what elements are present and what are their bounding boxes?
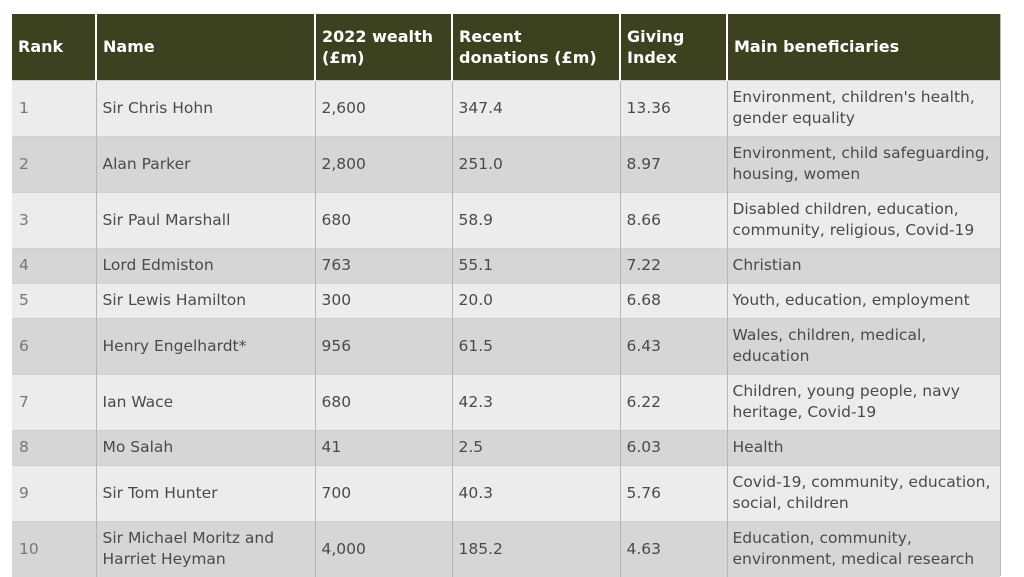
table-row: 9 Sir Tom Hunter 700 40.3 5.76 Covid-19,… bbox=[12, 464, 1000, 521]
header-giving-index: Giving Index bbox=[620, 14, 728, 80]
header-donations-label: Recent donations (£m) bbox=[459, 26, 597, 67]
cell-name: Lord Edmiston bbox=[96, 247, 316, 283]
cell-rank: 3 bbox=[12, 191, 97, 248]
cell-donations: 42.3 bbox=[452, 373, 621, 430]
cell-donations: 2.5 bbox=[452, 429, 621, 465]
cell-name: Ian Wace bbox=[96, 373, 316, 430]
header-name: Name bbox=[96, 14, 316, 80]
cell-name: Mo Salah bbox=[96, 429, 316, 465]
cell-beneficiaries: Disabled children, education, community,… bbox=[727, 191, 1000, 248]
cell-giving-index: 8.97 bbox=[620, 135, 728, 192]
cell-donations: 55.1 bbox=[452, 247, 621, 283]
header-donations: Recent donations (£m) bbox=[452, 14, 621, 80]
table-row: 8 Mo Salah 41 2.5 6.03 Health bbox=[12, 429, 1000, 465]
cell-giving-index: 13.36 bbox=[620, 79, 728, 136]
cell-name: Henry Engelhardt* bbox=[96, 317, 316, 374]
giving-list-table: Rank Name 2022 wealth (£m) Recent donati… bbox=[12, 14, 1000, 577]
cell-beneficiaries: Education, community, environment, medic… bbox=[727, 520, 1000, 577]
table-header-row: Rank Name 2022 wealth (£m) Recent donati… bbox=[12, 14, 1000, 80]
header-giving-index-label: Giving Index bbox=[627, 26, 685, 67]
cell-giving-index: 4.63 bbox=[620, 520, 728, 577]
table-row: 5 Sir Lewis Hamilton 300 20.0 6.68 Youth… bbox=[12, 282, 1000, 318]
cell-wealth: 763 bbox=[315, 247, 453, 283]
table-row: 7 Ian Wace 680 42.3 6.22 Children, young… bbox=[12, 373, 1000, 430]
cell-wealth: 680 bbox=[315, 191, 453, 248]
table-row: 3 Sir Paul Marshall 680 58.9 8.66 Disabl… bbox=[12, 191, 1000, 248]
cell-donations: 40.3 bbox=[452, 464, 621, 521]
cell-giving-index: 8.66 bbox=[620, 191, 728, 248]
cell-name: Sir Michael Moritz and Harriet Heyman bbox=[96, 520, 316, 577]
cell-beneficiaries: Covid-19, community, education, social, … bbox=[727, 464, 1000, 521]
cell-giving-index: 6.22 bbox=[620, 373, 728, 430]
table-row: 10 Sir Michael Moritz and Harriet Heyman… bbox=[12, 520, 1000, 577]
cell-rank: 7 bbox=[12, 373, 97, 430]
cell-name: Sir Tom Hunter bbox=[96, 464, 316, 521]
cell-beneficiaries: Environment, children's health, gender e… bbox=[727, 79, 1000, 136]
giving-list-table-container: Rank Name 2022 wealth (£m) Recent donati… bbox=[12, 14, 1001, 577]
cell-giving-index: 6.43 bbox=[620, 317, 728, 374]
cell-rank: 9 bbox=[12, 464, 97, 521]
cell-donations: 61.5 bbox=[452, 317, 621, 374]
cell-wealth: 700 bbox=[315, 464, 453, 521]
cell-giving-index: 6.03 bbox=[620, 429, 728, 465]
cell-donations: 347.4 bbox=[452, 79, 621, 136]
cell-giving-index: 6.68 bbox=[620, 282, 728, 318]
cell-beneficiaries: Environment, child safeguarding, housing… bbox=[727, 135, 1000, 192]
cell-beneficiaries: Youth, education, employment bbox=[727, 282, 1000, 318]
cell-wealth: 2,600 bbox=[315, 79, 453, 136]
cell-wealth: 300 bbox=[315, 282, 453, 318]
cell-name: Sir Chris Hohn bbox=[96, 79, 316, 136]
header-wealth: 2022 wealth (£m) bbox=[315, 14, 453, 80]
cell-beneficiaries: Health bbox=[727, 429, 1000, 465]
cell-rank: 8 bbox=[12, 429, 97, 465]
cell-beneficiaries: Christian bbox=[727, 247, 1000, 283]
cell-beneficiaries: Wales, children, medical, education bbox=[727, 317, 1000, 374]
cell-beneficiaries: Children, young people, navy heritage, C… bbox=[727, 373, 1000, 430]
cell-donations: 251.0 bbox=[452, 135, 621, 192]
cell-wealth: 956 bbox=[315, 317, 453, 374]
cell-rank: 10 bbox=[12, 520, 97, 577]
cell-donations: 185.2 bbox=[452, 520, 621, 577]
cell-wealth: 2,800 bbox=[315, 135, 453, 192]
cell-rank: 2 bbox=[12, 135, 97, 192]
cell-rank: 6 bbox=[12, 317, 97, 374]
header-beneficiaries: Main beneficiaries bbox=[734, 37, 900, 57]
cell-name: Alan Parker bbox=[96, 135, 316, 192]
cell-wealth: 41 bbox=[315, 429, 453, 465]
cell-rank: 5 bbox=[12, 282, 97, 318]
header-rank: Rank bbox=[12, 14, 97, 80]
cell-giving-index: 5.76 bbox=[620, 464, 728, 521]
cell-wealth: 680 bbox=[315, 373, 453, 430]
table-row: 4 Lord Edmiston 763 55.1 7.22 Christian bbox=[12, 247, 1000, 283]
header-wealth-label: 2022 wealth (£m) bbox=[322, 26, 434, 67]
cell-donations: 58.9 bbox=[452, 191, 621, 248]
table-row: 1 Sir Chris Hohn 2,600 347.4 13.36 Envir… bbox=[12, 79, 1000, 136]
cell-donations: 20.0 bbox=[452, 282, 621, 318]
table-row: 6 Henry Engelhardt* 956 61.5 6.43 Wales,… bbox=[12, 317, 1000, 374]
table-row: 2 Alan Parker 2,800 251.0 8.97 Environme… bbox=[12, 135, 1000, 192]
cell-rank: 4 bbox=[12, 247, 97, 283]
cell-name: Sir Paul Marshall bbox=[96, 191, 316, 248]
cell-name: Sir Lewis Hamilton bbox=[96, 282, 316, 318]
cell-rank: 1 bbox=[12, 79, 97, 136]
cell-giving-index: 7.22 bbox=[620, 247, 728, 283]
cell-wealth: 4,000 bbox=[315, 520, 453, 577]
